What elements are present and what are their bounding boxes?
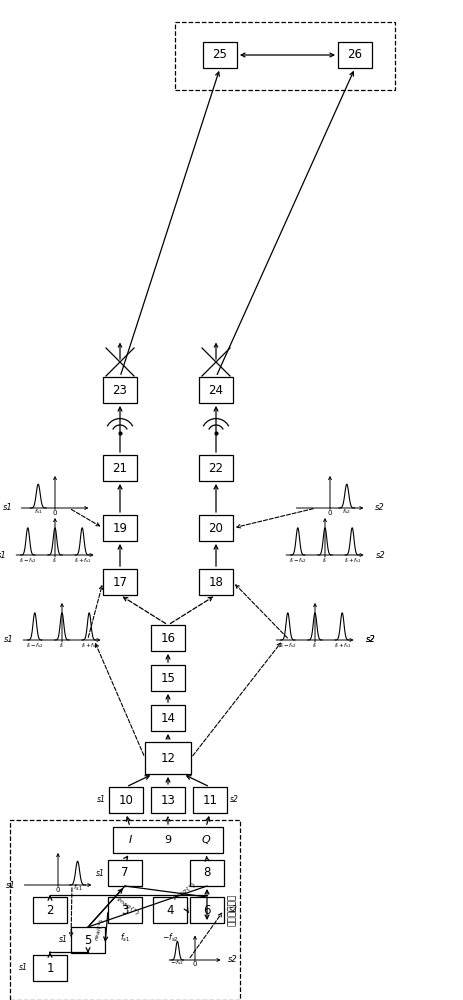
Text: 数字信号处理: 数字信号处理 [227,894,236,926]
FancyBboxPatch shape [103,515,137,541]
Text: $imag\{*\}$: $imag\{*\}$ [171,879,199,903]
Text: s1: s1 [6,880,16,890]
FancyBboxPatch shape [199,515,232,541]
Text: 22: 22 [208,462,223,475]
Text: s1: s1 [96,868,105,878]
FancyBboxPatch shape [203,42,237,68]
Text: 16: 16 [160,632,175,645]
Text: s2: s2 [230,796,238,804]
FancyBboxPatch shape [108,897,142,923]
Text: 7: 7 [121,866,128,880]
Text: s2: s2 [227,956,237,964]
Text: $f_c\!+\!f_{s1}$: $f_c\!+\!f_{s1}$ [74,556,91,565]
FancyBboxPatch shape [103,569,137,595]
Text: 0: 0 [327,510,332,516]
Text: s1: s1 [19,964,28,972]
Text: 9: 9 [164,835,171,845]
Text: 21: 21 [112,462,127,475]
Text: s1: s1 [4,636,14,645]
Text: 15: 15 [160,672,175,684]
Text: 14: 14 [160,712,175,724]
FancyBboxPatch shape [108,860,142,886]
FancyBboxPatch shape [103,377,137,403]
Text: 24: 24 [208,383,223,396]
FancyBboxPatch shape [150,787,185,813]
FancyBboxPatch shape [150,705,185,731]
Text: 20: 20 [208,522,223,534]
FancyBboxPatch shape [153,897,187,923]
Text: 5: 5 [84,934,92,946]
Text: I: I [128,835,131,845]
FancyBboxPatch shape [33,955,67,981]
Text: $f_c\!-\!f_{s2}$: $f_c\!-\!f_{s2}$ [26,641,44,650]
Text: 10: 10 [119,794,133,806]
FancyBboxPatch shape [144,742,191,774]
Text: s1: s1 [97,796,106,804]
Text: 1: 1 [46,962,54,974]
Text: $f_c\!+\!f_{s1}$: $f_c\!+\!f_{s1}$ [343,556,360,565]
Text: s1: s1 [59,936,68,944]
Text: s2: s2 [365,636,375,645]
Text: $f_{s2}$: $f_{s2}$ [342,508,350,516]
Text: $f_c\!+\!f_{s1}$: $f_c\!+\!f_{s1}$ [333,641,350,650]
Text: 0: 0 [192,961,197,967]
Text: 6: 6 [203,904,210,916]
Text: 0: 0 [56,887,60,893]
FancyBboxPatch shape [150,625,185,651]
Text: 2: 2 [46,904,54,916]
FancyBboxPatch shape [109,787,143,813]
Text: 18: 18 [208,576,223,588]
Text: $real\{*\}$: $real\{*\}$ [93,917,107,942]
Text: $imag\{*\}$: $imag\{*\}$ [114,894,142,918]
FancyBboxPatch shape [199,569,232,595]
Text: s1: s1 [0,550,7,560]
Text: 25: 25 [212,48,227,62]
FancyBboxPatch shape [199,377,232,403]
Text: $f_c$: $f_c$ [321,556,327,565]
Text: $f_{s1}$: $f_{s1}$ [119,931,130,944]
Text: s2: s2 [229,906,238,914]
Text: s2: s2 [375,550,385,560]
Text: $f_c$: $f_c$ [59,641,65,650]
Text: Q: Q [201,835,210,845]
FancyBboxPatch shape [33,897,67,923]
Text: 11: 11 [202,794,217,806]
Text: 26: 26 [347,48,362,62]
Text: $f_c\!-\!f_{s2}$: $f_c\!-\!f_{s2}$ [279,641,296,650]
Text: $f_c\!-\!f_{s2}$: $f_c\!-\!f_{s2}$ [288,556,306,565]
FancyBboxPatch shape [189,897,224,923]
FancyBboxPatch shape [337,42,371,68]
Text: $f_{s1}$: $f_{s1}$ [73,883,82,893]
Text: $f_c$: $f_c$ [311,641,317,650]
FancyBboxPatch shape [150,665,185,691]
Text: s2: s2 [365,636,375,645]
Text: 0: 0 [53,510,57,516]
Text: s1: s1 [3,504,13,512]
Text: 8: 8 [203,866,210,880]
Text: $f_c\!-\!f_{s2}$: $f_c\!-\!f_{s2}$ [19,556,36,565]
Text: 17: 17 [112,576,127,588]
Text: $f_c\!+\!f_{s1}$: $f_c\!+\!f_{s1}$ [81,641,98,650]
Text: 19: 19 [112,522,127,534]
FancyBboxPatch shape [113,827,223,853]
FancyBboxPatch shape [199,455,232,481]
FancyBboxPatch shape [103,455,137,481]
Text: s2: s2 [374,504,384,512]
Text: $f_{s1}$: $f_{s1}$ [34,508,43,516]
Text: $-f_{s2}$: $-f_{s2}$ [161,931,178,944]
Text: 23: 23 [113,383,127,396]
FancyBboxPatch shape [193,787,226,813]
Text: $f_c$: $f_c$ [52,556,58,565]
FancyBboxPatch shape [71,927,105,953]
Text: 4: 4 [166,904,173,916]
Text: $-f_{s2}$: $-f_{s2}$ [170,958,184,967]
Text: 13: 13 [160,794,175,806]
Text: 12: 12 [160,752,175,764]
Text: 3: 3 [121,904,128,916]
FancyBboxPatch shape [189,860,224,886]
